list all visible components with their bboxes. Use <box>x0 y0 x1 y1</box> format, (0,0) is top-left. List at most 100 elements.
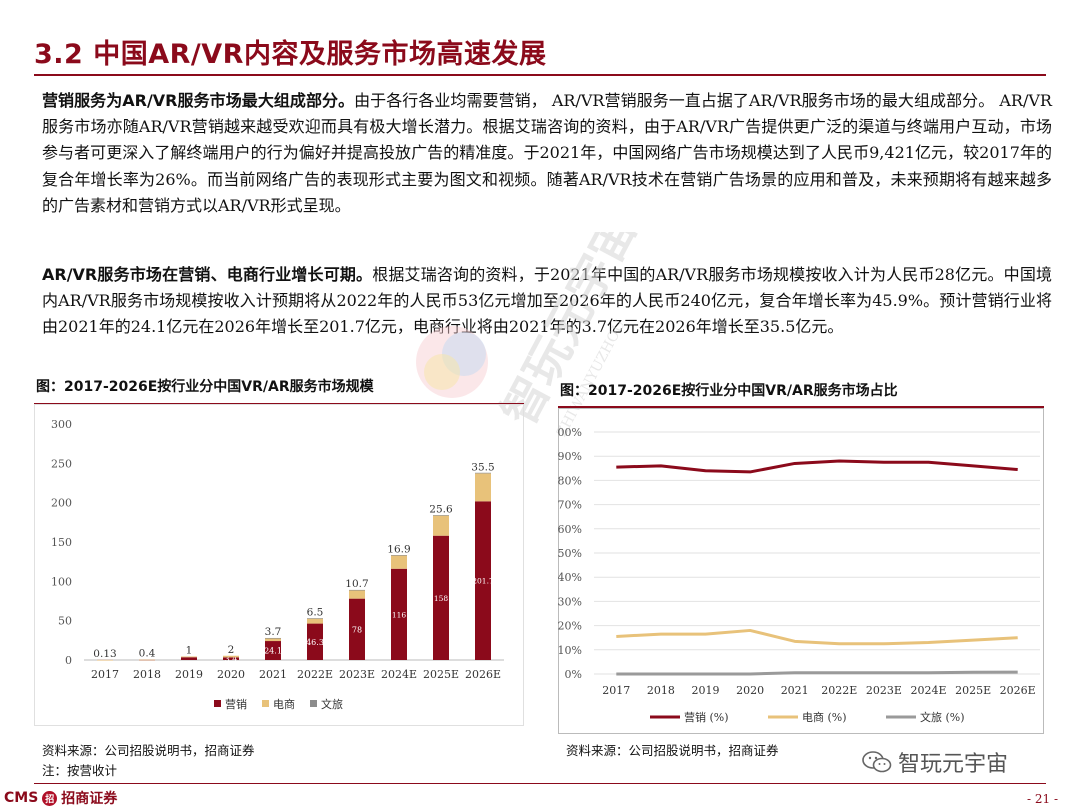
bar-segment <box>349 590 365 599</box>
data-label: 25.6 <box>429 504 453 516</box>
data-label: 0.13 <box>93 648 116 660</box>
bar-segment <box>307 623 323 660</box>
legend-label: 文旅 (%) <box>920 710 965 724</box>
paragraph-lead: 营销服务为AR/VR服务市场最大组成部分。 <box>42 91 355 110</box>
stacked-bar-chart: 0 50 100 150 200 250 300 0.13 2017 0.4 2018 1 2019 3.… <box>51 418 504 711</box>
data-label: 201.7 <box>472 577 494 586</box>
x-tick-label: 2019 <box>175 668 203 681</box>
bar-segment <box>181 656 197 658</box>
y-tick-label: 0 <box>65 654 72 667</box>
y-tick-label: 90% <box>558 450 582 463</box>
bar-segment <box>223 657 239 660</box>
paragraph-body: 根据艾瑞咨询的资料，于2021年中国的AR/VR服务市场规模按收入计为人民币28… <box>42 265 1052 337</box>
figure2-caption-rule <box>558 406 1044 408</box>
y-tick-label: 0% <box>565 668 582 681</box>
legend-swatch <box>310 700 317 707</box>
data-label: 35.5 <box>471 461 494 473</box>
legend-label: 营销 <box>225 697 247 711</box>
figure1-caption: 图：2017-2026E按行业分中国VR/AR服务市场规模 <box>36 379 374 395</box>
y-tick-label: 250 <box>51 457 72 470</box>
paragraph-marketing: 营销服务为AR/VR服务市场最大组成部分。由于各行各业均需要营销， AR/VR营… <box>42 88 1052 219</box>
data-label: 16.9 <box>387 543 410 555</box>
y-tick-label: 50 <box>58 615 72 628</box>
figure1-note: 注：按营收计 <box>42 763 118 778</box>
x-tick-label: 2022E <box>297 668 333 681</box>
x-tick-label: 2023E <box>339 668 375 681</box>
wechat-account-name: 智玩元宇宙 <box>898 752 1009 777</box>
bar-segment <box>307 618 323 624</box>
bar-segment <box>349 598 365 660</box>
data-label: 0.4 <box>139 648 156 660</box>
x-tick-label: 2026E <box>1000 684 1036 697</box>
legend-label: 营销 (%) <box>684 710 729 724</box>
data-label: 1 <box>186 644 193 656</box>
data-label: 24.1 <box>264 647 282 656</box>
paragraph-body: 由于各行各业均需要营销， AR/VR营销服务一直占据了AR/VR服务市场的最大组… <box>42 91 1052 215</box>
y-tick-label: 20% <box>558 620 582 633</box>
figure1-source: 资料来源：公司招股说明书，招商证券 <box>42 743 255 758</box>
bar-segment <box>265 637 281 639</box>
legend-swatch <box>214 700 221 707</box>
bar-segment <box>475 473 491 502</box>
data-label: 3.7 <box>265 626 282 638</box>
bar-segment <box>433 515 449 516</box>
bar-segment <box>349 589 365 591</box>
x-tick-label: 2020 <box>217 668 245 681</box>
page-title: 3.2 中国AR/VR内容及服务市场高速发展 <box>34 39 547 70</box>
cms-logo-icon: 招 <box>42 790 58 806</box>
y-tick-label: 100% <box>558 426 582 439</box>
data-label: 116 <box>392 610 407 619</box>
wechat-account: 智玩元宇宙 <box>862 746 1008 778</box>
x-tick-label: 2026E <box>465 668 501 681</box>
data-label: 3.4 <box>225 655 238 664</box>
bar-segment <box>223 655 239 658</box>
figure2-caption: 图：2017-2026E按行业分中国VR/AR服务市场占比 <box>560 383 898 399</box>
bar-segment <box>433 535 449 660</box>
page-number: - 21 - <box>1026 792 1058 806</box>
y-tick-label: 10% <box>558 644 582 657</box>
bar-segment <box>265 638 281 642</box>
x-tick-label: 2025E <box>423 668 459 681</box>
data-label: 46.3 <box>306 638 324 647</box>
legend-label: 电商 <box>273 697 295 711</box>
series-line <box>616 670 1018 676</box>
bar-segment <box>391 555 407 556</box>
title-divider <box>34 74 1046 76</box>
footer-divider <box>34 783 1046 784</box>
paragraph-lead: AR/VR服务市场在营销、电商行业增长可期。 <box>42 265 373 284</box>
brand-cn: 招商证券 <box>61 791 118 807</box>
x-tick-label: 2023E <box>866 684 902 697</box>
x-tick-label: 2022E <box>821 684 857 697</box>
x-tick-label: 2017 <box>91 668 119 681</box>
y-tick-label: 200 <box>51 497 72 510</box>
legend-label: 电商 (%) <box>802 710 847 724</box>
x-tick-label: 2025E <box>955 684 991 697</box>
x-tick-label: 2021 <box>259 668 287 681</box>
y-tick-label: 300 <box>51 418 72 431</box>
legend-swatch <box>262 700 269 707</box>
x-tick-label: 2021 <box>781 684 809 697</box>
y-tick-label: 100 <box>51 575 72 588</box>
x-tick-label: 2024E <box>910 684 946 697</box>
y-tick-label: 50% <box>558 547 582 560</box>
x-tick-label: 2019 <box>692 684 720 697</box>
series-line <box>616 628 1018 646</box>
y-tick-label: 30% <box>558 595 582 608</box>
footer-brand: CMS 招 招商证券 <box>4 788 117 808</box>
x-tick-label: 2020 <box>736 684 764 697</box>
paragraph-growth: AR/VR服务市场在营销、电商行业增长可期。根据艾瑞咨询的资料，于2021年中国… <box>42 262 1052 341</box>
series-line <box>616 459 1018 474</box>
x-tick-label: 2024E <box>381 668 417 681</box>
data-label: 6.5 <box>307 606 324 618</box>
legend-label: 文旅 <box>321 697 343 711</box>
bar-segment <box>475 472 491 474</box>
data-label: 78 <box>352 625 362 634</box>
figure1-panel <box>34 404 524 726</box>
x-tick-label: 2017 <box>602 684 630 697</box>
bar-segment <box>391 555 407 569</box>
bar-segment <box>307 618 323 619</box>
y-tick-label: 40% <box>558 571 582 584</box>
data-label: 158 <box>434 594 449 603</box>
x-tick-label: 2018 <box>647 684 675 697</box>
x-tick-label: 2018 <box>133 668 161 681</box>
